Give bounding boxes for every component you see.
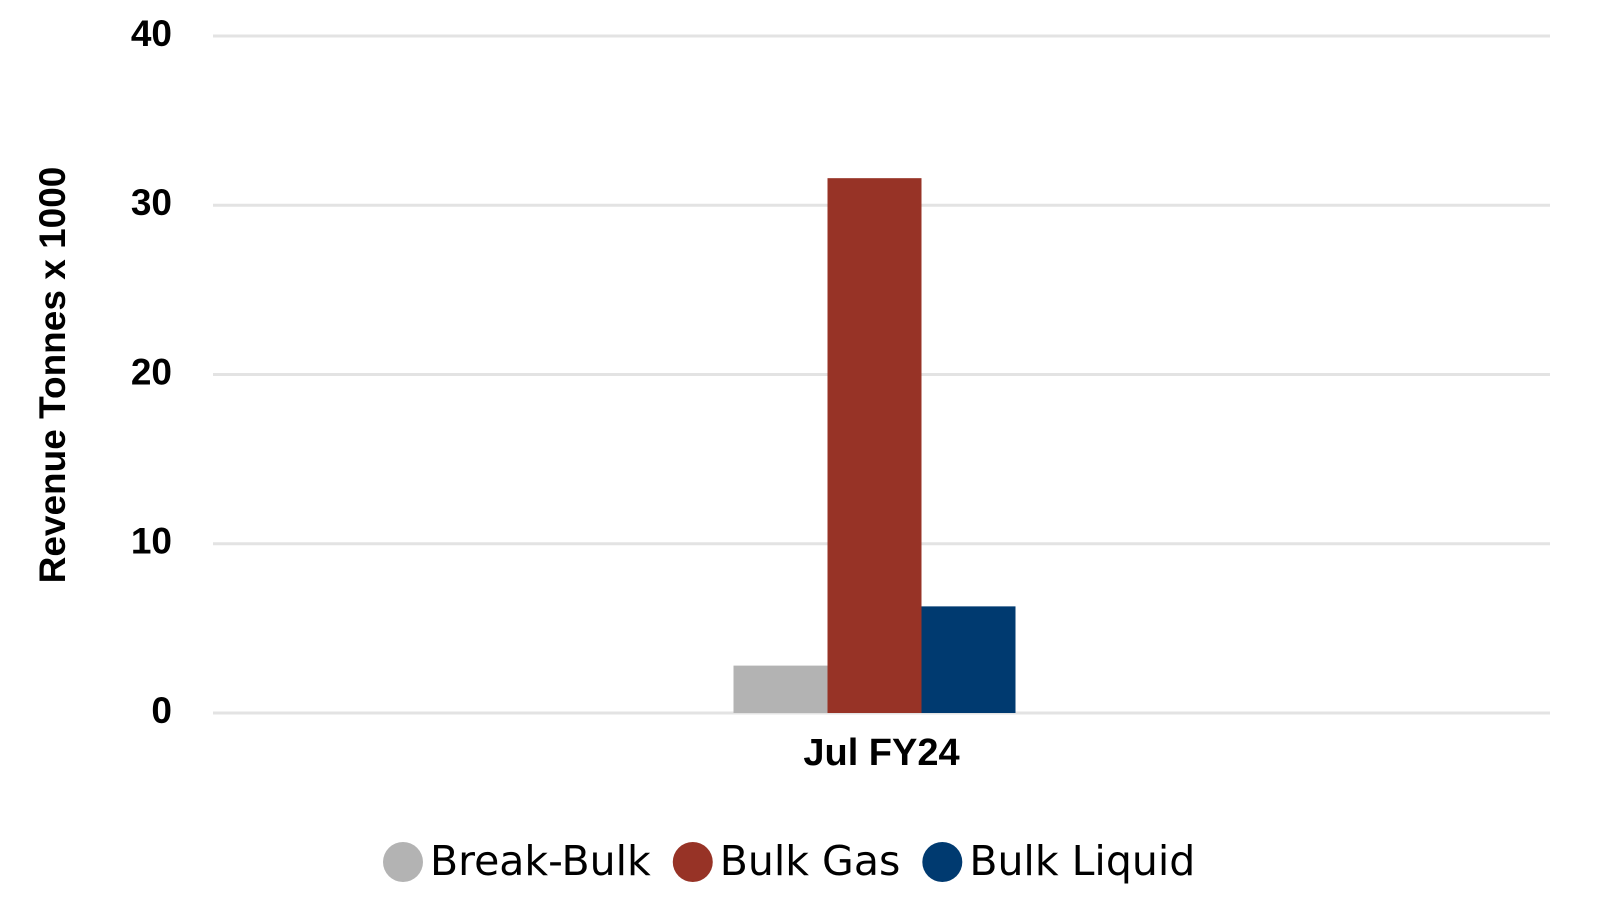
bar [733,665,828,713]
legend-label: Bulk Liquid [969,837,1195,885]
bar [827,178,922,714]
y-tick-label: 40 [131,13,172,54]
y-tick-label: 30 [131,182,172,223]
legend-marker [383,842,423,882]
y-tick-label: 20 [131,351,172,392]
legend-marker [922,842,963,882]
legend-marker [672,842,713,882]
x-tick-label: Jul FY24 [803,732,959,774]
bar [921,606,1016,713]
legend-label: Bulk Gas [720,837,901,885]
legend-label: Break-Bulk [430,837,651,885]
y-tick-label: 10 [131,521,172,562]
y-axis-label: Revenue Tonnes x 1000 [32,167,73,584]
y-tick-label: 0 [151,690,172,731]
